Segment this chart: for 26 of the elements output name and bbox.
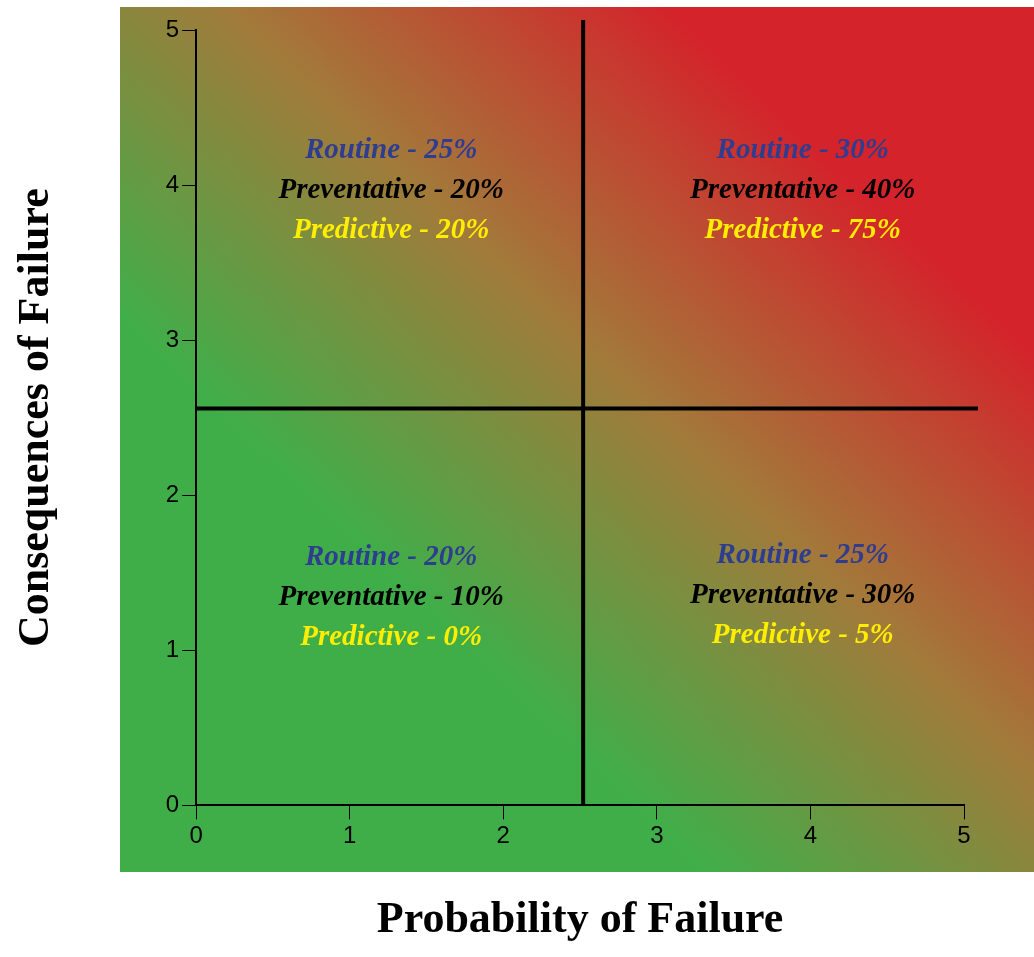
x-tick-label: 2 xyxy=(496,821,510,849)
y-tick-label: 0 xyxy=(165,790,180,818)
annotation: Routine - 25% xyxy=(303,131,478,164)
y-tick-label: 1 xyxy=(165,634,180,662)
annotation: Preventative - 40% xyxy=(689,171,916,204)
x-axis-title: Probability of Failure xyxy=(376,892,784,942)
annotation: Predictive - 75% xyxy=(703,211,901,244)
annotation: Preventative - 30% xyxy=(689,577,916,610)
annotation: Preventative - 20% xyxy=(277,171,504,204)
annotation: Predictive - 5% xyxy=(710,617,894,650)
y-tick-label: 4 xyxy=(165,169,180,197)
x-tick-label: 1 xyxy=(343,821,357,849)
x-tick-label: 3 xyxy=(650,821,664,849)
x-tick-label: 4 xyxy=(803,821,818,849)
annotation: Preventative - 10% xyxy=(277,578,504,611)
annotation: Predictive - 20% xyxy=(291,211,490,244)
annotation: Routine - 30% xyxy=(715,131,889,164)
x-tick-label: 0 xyxy=(189,821,203,849)
y-tick-label: 5 xyxy=(165,14,180,42)
annotation: Routine - 20% xyxy=(303,538,478,571)
y-axis-title: Consequences of Failure xyxy=(8,188,58,648)
x-tick-label: 5 xyxy=(957,821,971,849)
annotation: Predictive - 0% xyxy=(299,618,483,651)
annotation: Routine - 25% xyxy=(715,537,889,570)
y-tick-label: 2 xyxy=(165,479,180,507)
y-tick-label: 3 xyxy=(165,324,180,352)
